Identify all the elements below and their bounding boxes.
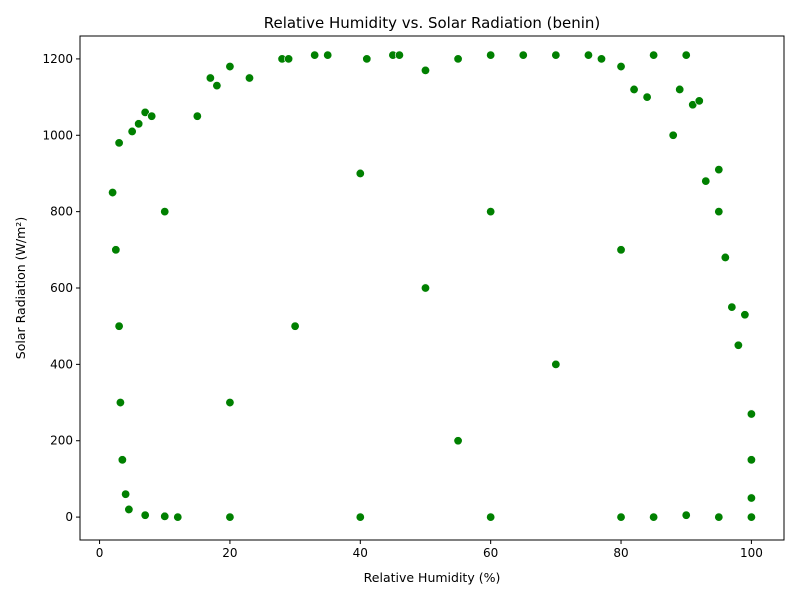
scatter-point [225,62,235,72]
scatter-point [453,436,463,446]
scatter-point [629,84,639,94]
scatter-point [225,398,235,408]
scatter-point [746,493,756,503]
scatter-point [160,511,170,521]
scatter-point [746,409,756,419]
scatter-point [720,252,730,262]
scatter-point [192,111,202,121]
scatter-point [681,50,691,60]
x-tick-label: 40 [353,546,368,560]
scatter-point [355,512,365,522]
scatter-point [714,207,724,217]
plot-area [79,35,785,541]
scatter-point [746,512,756,522]
scatter-point [714,512,724,522]
scatter-point [681,510,691,520]
scatter-point [115,398,125,408]
scatter-point [310,50,320,60]
scatter-point [675,84,685,94]
scatter-point [114,138,124,148]
scatter-point [111,245,121,255]
scatter-point [642,92,652,102]
scatter-point [616,245,626,255]
scatter-point [453,54,463,64]
scatter-point [740,310,750,320]
scatter-point [290,321,300,331]
scatter-point [140,510,150,520]
y-tick-label: 400 [50,357,73,371]
scatter-point [733,340,743,350]
y-tick-label: 0 [65,510,73,524]
scatter-point [394,50,404,60]
scatter-point [486,512,496,522]
x-tick-label: 20 [222,546,237,560]
y-tick-label: 600 [50,281,73,295]
scatter-point [551,359,561,369]
scatter-point [694,96,704,106]
x-tick-label: 80 [613,546,628,560]
scatter-point [551,50,561,60]
scatter-point [147,111,157,121]
y-tick-label: 800 [50,205,73,219]
y-tick-label: 1000 [42,128,73,142]
scatter-point [244,73,254,83]
scatter-point [108,188,118,198]
scatter-point [649,50,659,60]
scatter-point [596,54,606,64]
scatter-point [746,455,756,465]
scatter-point [225,512,235,522]
scatter-point [727,302,737,312]
scatter-point [649,512,659,522]
scatter-point [616,62,626,72]
points-layer [108,50,756,522]
scatter-point [117,455,127,465]
y-axis-label: Solar Radiation (W/m²) [13,217,28,359]
scatter-point [518,50,528,60]
scatter-point [205,73,215,83]
scatter-point [583,50,593,60]
scatter-point [160,207,170,217]
scatter-point [212,81,222,91]
scatter-point [114,321,124,331]
x-tick-label: 0 [96,546,104,560]
scatter-point [420,283,430,293]
scatter-point [134,119,144,129]
chart-title: Relative Humidity vs. Solar Radiation (b… [264,14,601,32]
scatter-point [714,165,724,175]
x-tick-label: 100 [740,546,763,560]
x-tick-label: 60 [483,546,498,560]
scatter-point [355,168,365,178]
scatter-point [284,54,294,64]
scatter-point [701,176,711,186]
y-tick-label: 200 [50,434,73,448]
y-axis-ticks: 0 200 400 600 800 1000 1200 [42,52,80,524]
scatter-point [323,50,333,60]
scatter-point [486,207,496,217]
x-axis-label: Relative Humidity (%) [364,570,501,585]
scatter-point [127,126,137,136]
scatter-point [173,512,183,522]
scatter-point [124,504,134,514]
scatter-point [420,65,430,75]
x-axis-ticks: 0 20 40 60 80 100 [96,540,763,560]
y-tick-label: 1200 [42,52,73,66]
scatter-point [616,512,626,522]
scatter-point [486,50,496,60]
scatter-point [121,489,131,499]
scatter-point [668,130,678,140]
scatter-point [362,54,372,64]
